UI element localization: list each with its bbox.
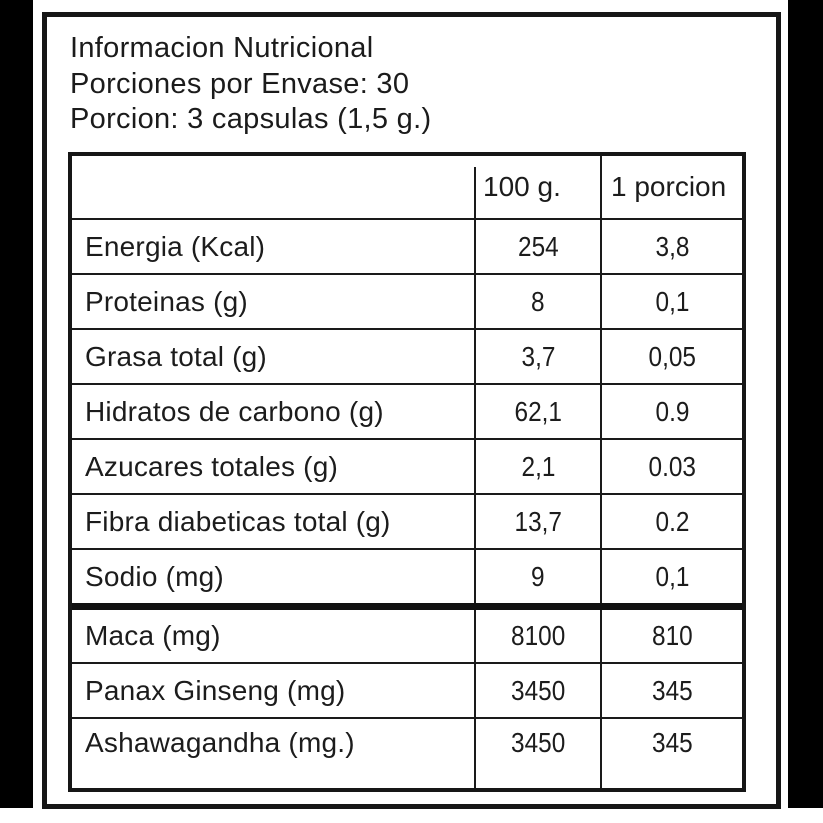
row-value-100g-text: 13,7 — [514, 505, 562, 537]
row-value-porcion: 0,1 — [600, 550, 742, 603]
row-value-100g-text: 9 — [531, 560, 545, 592]
header-col-porcion: 1 porcion — [600, 156, 742, 218]
row-value-100g-text: 3450 — [510, 674, 566, 706]
row-value-100g-text: 3,7 — [521, 340, 555, 372]
header-col-100g-label: 100 g. — [483, 171, 561, 202]
row-value-100g: 8 — [474, 275, 600, 328]
table-row: Energia (Kcal) 254 3,8 — [72, 218, 742, 273]
row-label: Energia (Kcal) — [85, 230, 266, 262]
row-value-100g: 254 — [474, 220, 600, 273]
nutrition-label-box: Informacion Nutricional Porciones por En… — [42, 12, 781, 809]
row-value-100g: 62,1 — [474, 385, 600, 438]
serving-size-line: Porcion: 3 capsulas (1,5 g.) — [70, 103, 432, 135]
label-title: Informacion Nutricional — [70, 32, 374, 64]
table-row: Grasa total (g) 3,7 0,05 — [72, 328, 742, 383]
left-black-frame-bar — [0, 0, 33, 808]
table-header-row: 100 g. 1 porcion — [72, 156, 742, 218]
header-col-porcion-label: 1 porcion — [611, 171, 727, 202]
header-empty-cell — [72, 156, 474, 218]
row-value-porcion-text: 345 — [651, 726, 693, 758]
row-value-porcion: 345 — [600, 719, 742, 788]
row-value-100g-text: 8100 — [510, 620, 566, 651]
row-value-porcion-text: 0,05 — [648, 340, 696, 372]
row-value-porcion-text: 0,1 — [655, 560, 689, 592]
row-label: Azucares totales (g) — [85, 450, 338, 482]
row-value-100g: 3450 — [474, 719, 600, 788]
row-value-porcion-text: 3,8 — [655, 230, 689, 262]
row-label: Hidratos de carbono (g) — [85, 395, 384, 427]
table-body: Energia (Kcal) 254 3,8 Proteinas (g) 8 0… — [72, 218, 742, 788]
row-value-porcion-text: 345 — [651, 674, 693, 706]
row-value-100g-text: 254 — [517, 230, 559, 262]
table-row: Azucares totales (g) 2,1 0.03 — [72, 438, 742, 493]
row-value-porcion-text: 0.03 — [648, 450, 696, 482]
row-label: Fibra diabeticas total (g) — [85, 505, 391, 537]
row-value-porcion: 3,8 — [600, 220, 742, 273]
row-label: Grasa total (g) — [85, 340, 267, 372]
row-value-100g: 3,7 — [474, 330, 600, 383]
table-row: Ashawagandha (mg.) 3450 345 — [72, 717, 742, 788]
row-value-100g: 2,1 — [474, 440, 600, 493]
table-row: Maca (mg) 8100 810 — [72, 603, 742, 662]
row-value-porcion-text: 810 — [651, 620, 693, 651]
table-row: Panax Ginseng (mg) 3450 345 — [72, 662, 742, 717]
nutrition-table: 100 g. 1 porcion Energia (Kcal) 254 3,8 … — [68, 152, 746, 792]
row-value-porcion: 0.9 — [600, 385, 742, 438]
row-label: Maca (mg) — [85, 620, 221, 651]
row-value-porcion: 810 — [600, 610, 742, 662]
table-row: Proteinas (g) 8 0,1 — [72, 273, 742, 328]
row-value-100g-text: 3450 — [510, 726, 566, 758]
table-row: Sodio (mg) 9 0,1 — [72, 548, 742, 603]
row-value-porcion: 0,1 — [600, 275, 742, 328]
row-label: Ashawagandha (mg.) — [85, 726, 355, 758]
row-value-100g-text: 2,1 — [521, 450, 555, 482]
row-value-porcion: 0,05 — [600, 330, 742, 383]
right-black-frame-bar — [788, 0, 823, 808]
row-label: Proteinas (g) — [85, 285, 248, 317]
row-value-porcion-text: 0.2 — [655, 505, 689, 537]
row-value-porcion: 0.03 — [600, 440, 742, 493]
table-row: Hidratos de carbono (g) 62,1 0.9 — [72, 383, 742, 438]
row-value-100g-text: 8 — [531, 285, 545, 317]
row-label: Sodio (mg) — [85, 560, 224, 592]
row-value-porcion: 0.2 — [600, 495, 742, 548]
row-value-porcion-text: 0,1 — [655, 285, 689, 317]
row-value-100g-text: 62,1 — [514, 395, 562, 427]
row-value-100g: 3450 — [474, 664, 600, 717]
row-value-porcion: 345 — [600, 664, 742, 717]
row-label: Panax Ginseng (mg) — [85, 674, 346, 706]
table-row: Fibra diabeticas total (g) 13,7 0.2 — [72, 493, 742, 548]
row-value-100g: 9 — [474, 550, 600, 603]
servings-per-container-line: Porciones por Envase: 30 — [70, 67, 410, 100]
row-value-100g: 8100 — [474, 610, 600, 662]
label-heading: Informacion Nutricional Porciones por En… — [70, 31, 431, 138]
header-col-100g: 100 g. — [474, 156, 600, 218]
row-value-porcion-text: 0.9 — [655, 395, 689, 427]
row-value-100g: 13,7 — [474, 495, 600, 548]
